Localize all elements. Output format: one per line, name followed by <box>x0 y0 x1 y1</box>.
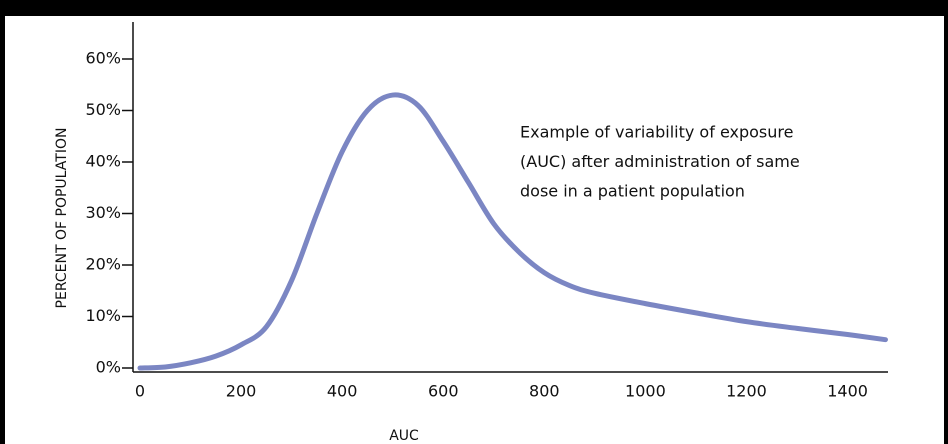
y-tick-label: 20% <box>85 255 121 274</box>
x-tick-label: 400 <box>327 382 358 401</box>
x-axis-label: AUC <box>389 428 419 444</box>
y-tick-label: 0% <box>96 358 121 377</box>
y-tick-label: 50% <box>85 100 121 119</box>
x-tick-label: 1200 <box>726 382 767 401</box>
y-tick-label: 60% <box>85 49 121 68</box>
x-tick-label: 600 <box>428 382 459 401</box>
y-axis-label: PERCENT OF POPULATION <box>54 128 70 309</box>
x-tick-label: 0 <box>135 382 145 401</box>
y-tick-label: 40% <box>85 152 121 171</box>
plot-background <box>5 16 944 444</box>
x-tick-label: 200 <box>226 382 257 401</box>
y-tick-label: 10% <box>85 306 121 325</box>
annotation: Example of variability of exposure <box>520 123 793 142</box>
x-tick-label: 800 <box>529 382 560 401</box>
annotation: (AUC) after administration of same <box>520 152 800 171</box>
x-tick-label: 1000 <box>625 382 666 401</box>
x-tick-label: 1400 <box>827 382 868 401</box>
line-series <box>137 92 888 371</box>
y-tick-label: 30% <box>85 203 121 222</box>
annotation: dose in a patient population <box>520 182 745 201</box>
